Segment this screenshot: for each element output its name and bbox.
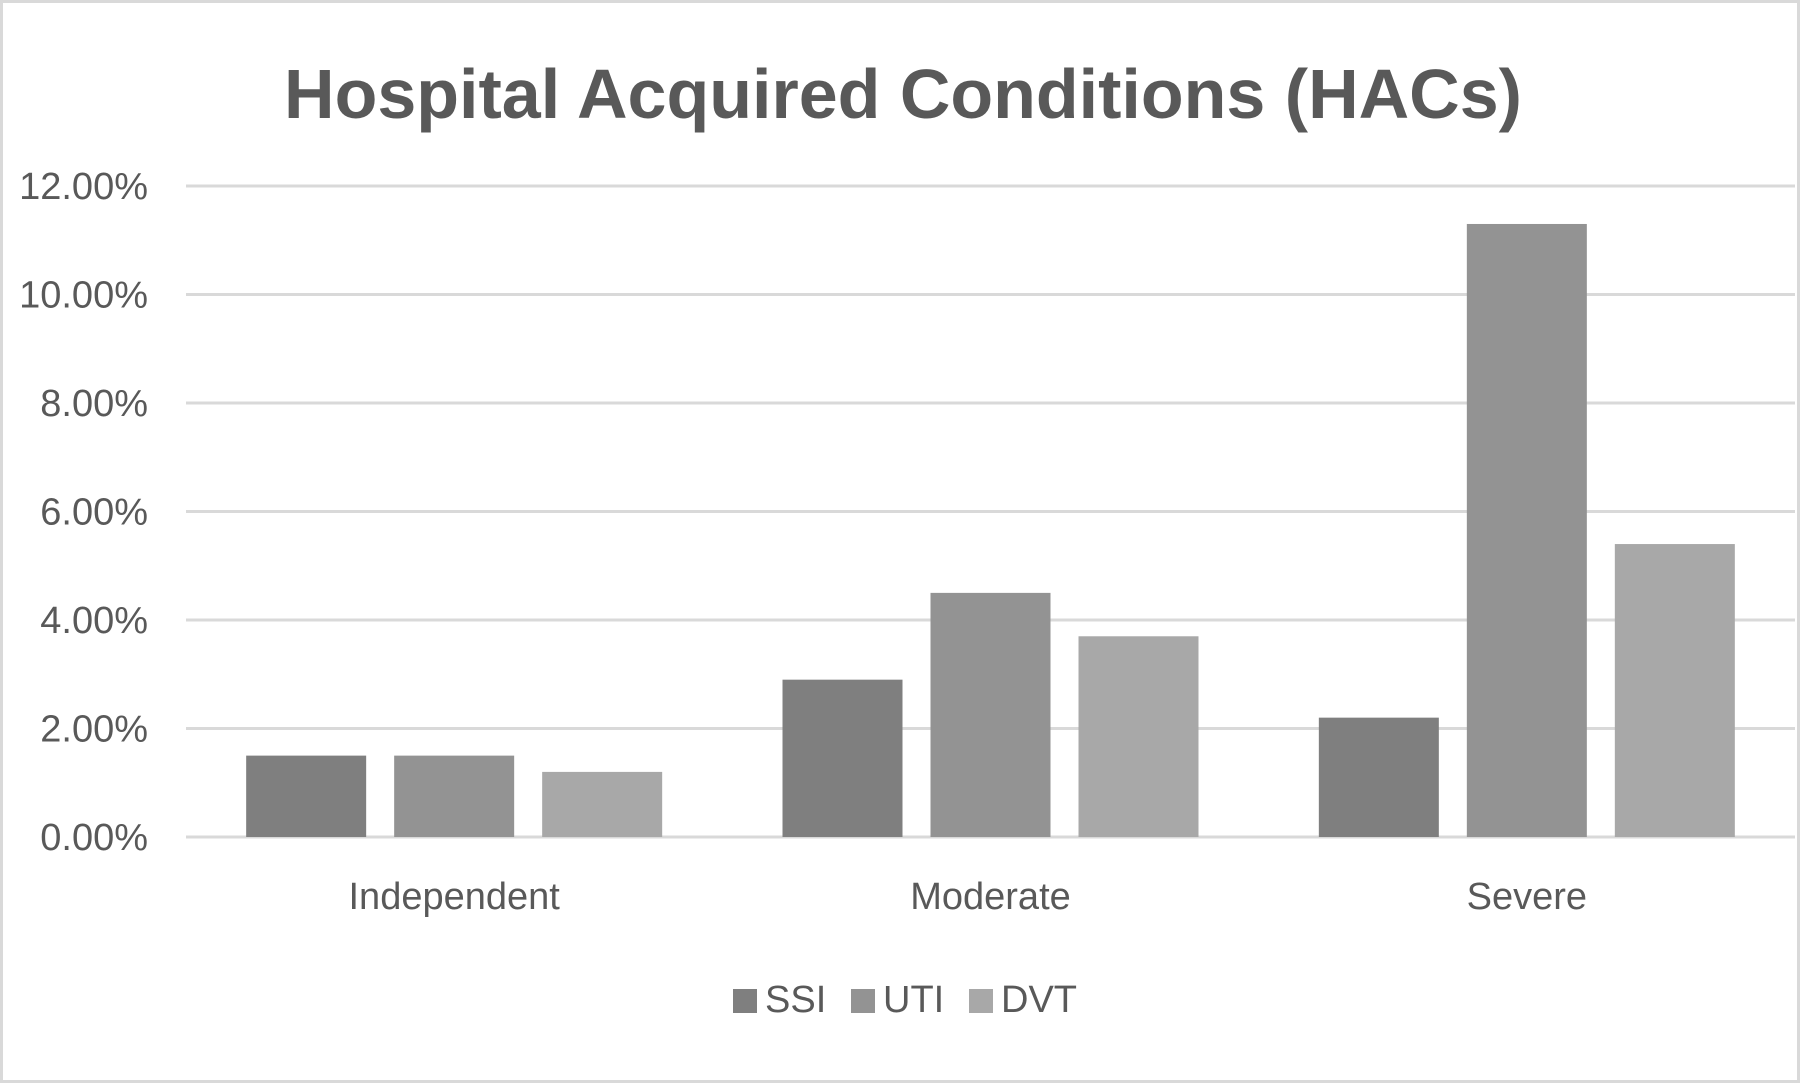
bars: [246, 223, 1735, 838]
bar-dvt-moderate: [1078, 636, 1199, 837]
y-tick-label: 8.00%: [40, 383, 148, 425]
legend-label-uti: UTI: [883, 979, 944, 1021]
bar-ssi-moderate: [782, 679, 903, 837]
chart-title: Hospital Acquired Conditions (HACs): [284, 55, 1522, 133]
legend-swatch-uti: [851, 989, 875, 1013]
bar-ssi-independent: [246, 755, 367, 837]
x-category-label: Independent: [349, 876, 561, 918]
bar-dvt-independent: [542, 771, 663, 837]
bar-uti-independent: [394, 755, 515, 837]
y-tick-label: 6.00%: [40, 492, 148, 534]
legend-swatch-dvt: [969, 989, 993, 1013]
y-axis-ticks: 0.00% 2.00% 4.00% 6.00% 8.00% 10.00% 12.00%: [19, 166, 148, 859]
legend-label-dvt: DVT: [1001, 979, 1077, 1021]
y-tick-label: 4.00%: [40, 600, 148, 642]
legend-swatch-ssi: [733, 989, 757, 1013]
bar-chart: Hospital Acquired Conditions (HACs) 0.00…: [19, 55, 1795, 1021]
x-axis-categories: Independent Moderate Severe: [349, 876, 1588, 918]
bar-uti-moderate: [930, 592, 1051, 837]
bar-ssi-severe: [1318, 717, 1439, 837]
y-tick-label: 0.00%: [40, 817, 148, 859]
legend-label-ssi: SSI: [765, 979, 826, 1021]
y-tick-label: 10.00%: [19, 275, 148, 317]
x-category-label: Moderate: [910, 876, 1071, 918]
bar-dvt-severe: [1614, 544, 1735, 837]
y-tick-label: 2.00%: [40, 709, 148, 751]
y-tick-label: 12.00%: [19, 166, 148, 208]
bar-uti-severe: [1466, 223, 1587, 838]
legend: SSI UTI DVT: [733, 979, 1077, 1021]
x-category-label: Severe: [1467, 876, 1587, 918]
